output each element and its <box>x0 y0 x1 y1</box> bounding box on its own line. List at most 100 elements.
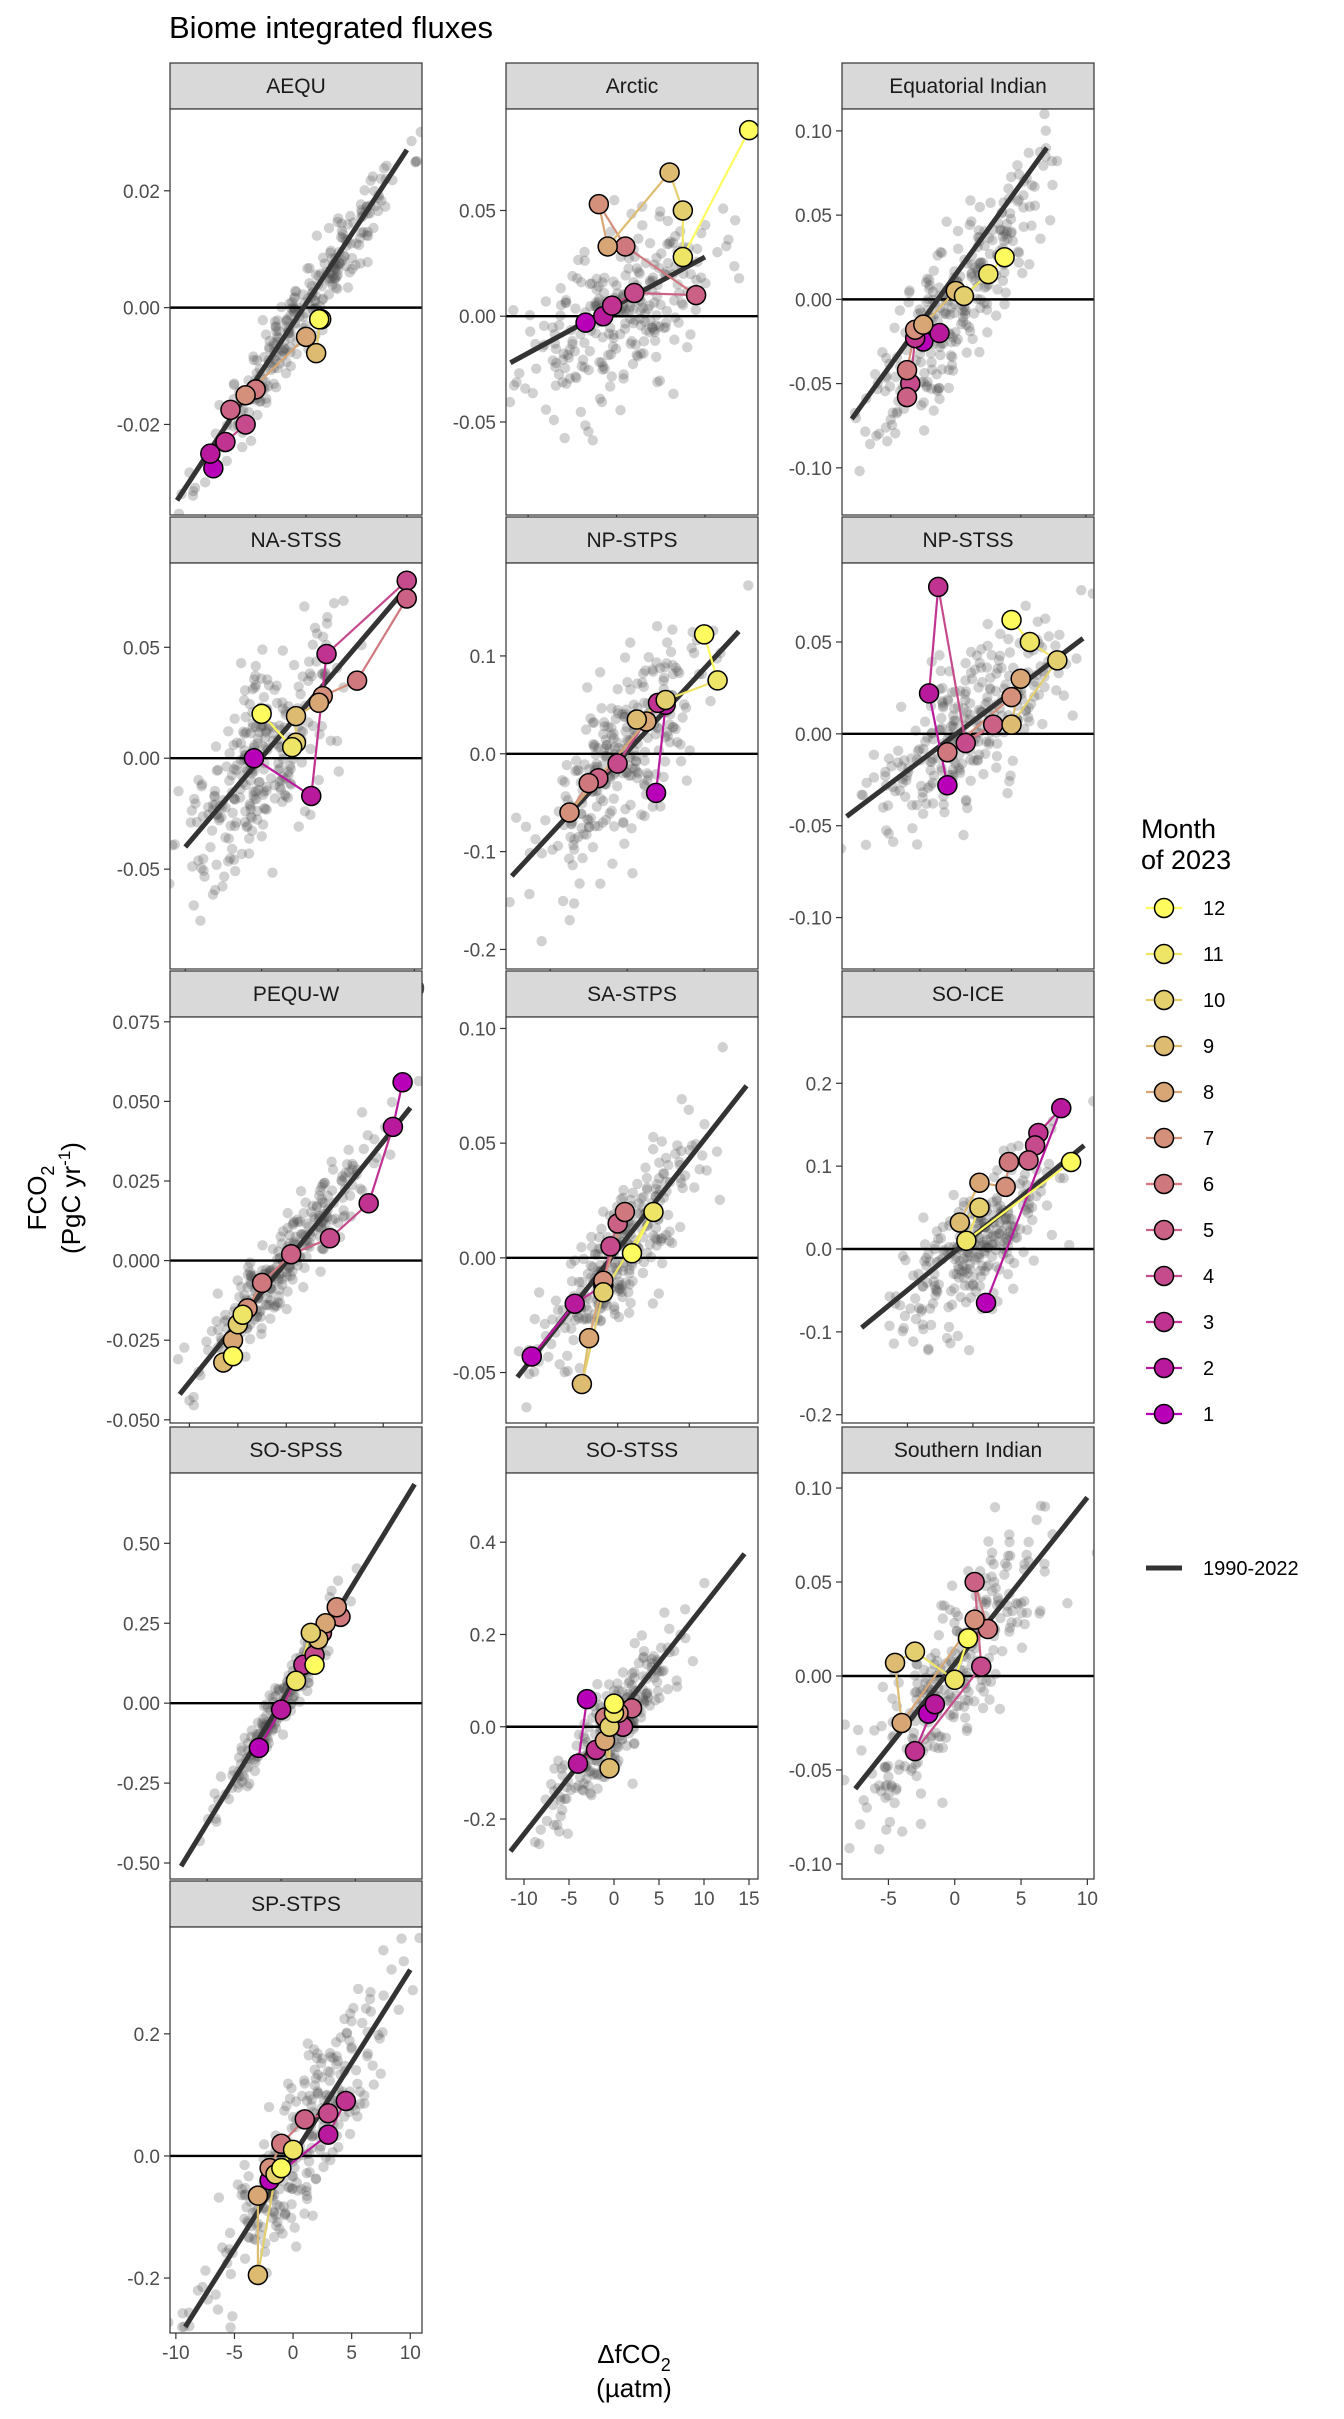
historical-point <box>609 1304 620 1315</box>
historical-point <box>582 1304 593 1315</box>
historical-point <box>631 766 643 777</box>
panel-equatorial-indian: Equatorial Indian-4048-0.10-0.050.000.05… <box>789 62 1095 546</box>
historical-point <box>312 2086 323 2097</box>
month-point-7 <box>995 1176 1016 1198</box>
historical-point <box>346 2043 357 2055</box>
month-point-10 <box>969 1197 990 1218</box>
historical-point <box>318 2161 329 2173</box>
historical-point <box>530 363 542 374</box>
y-tick-label: 0.2 <box>470 1625 496 1646</box>
historical-point <box>213 815 225 826</box>
historical-point <box>983 1228 994 1240</box>
x-tick-label: 5 <box>1016 1889 1027 1910</box>
historical-point <box>252 409 263 421</box>
historical-point <box>620 318 631 329</box>
historical-point <box>555 1795 566 1806</box>
historical-point <box>1003 633 1014 645</box>
historical-point <box>293 681 304 692</box>
historical-point <box>343 1144 354 1156</box>
historical-point <box>957 312 969 323</box>
historical-point <box>667 659 678 671</box>
historical-point <box>593 293 605 305</box>
month-point-8 <box>891 1712 912 1734</box>
month-point-1 <box>576 1688 598 1710</box>
historical-point <box>1004 1529 1015 1540</box>
historical-point <box>1019 1558 1030 1570</box>
historical-point <box>915 357 927 368</box>
historical-point <box>988 1171 1000 1183</box>
historical-point <box>310 2173 322 2185</box>
historical-point <box>582 1268 594 1280</box>
historical-point <box>597 364 608 375</box>
historical-point <box>947 365 959 376</box>
historical-point <box>905 1765 917 1776</box>
historical-point <box>983 738 995 750</box>
historical-point <box>249 682 261 693</box>
historical-point <box>309 2064 320 2075</box>
historical-point <box>345 210 356 222</box>
historical-point <box>637 677 648 688</box>
historical-point <box>307 720 319 732</box>
historical-point <box>1018 190 1029 201</box>
legend-key-point <box>1153 1357 1175 1379</box>
x-tick-label: 0 <box>609 1889 620 1910</box>
historical-point <box>959 309 971 320</box>
historical-point <box>302 263 313 274</box>
plot-content-np-stss <box>842 576 1094 854</box>
historical-point <box>299 2075 310 2086</box>
y-axis-unit-sup: -1 <box>55 1151 74 1166</box>
historical-point <box>1017 267 1028 279</box>
month-point-8 <box>597 236 618 257</box>
historical-point <box>927 798 939 809</box>
x-tick-label: 5 <box>346 2343 357 2364</box>
historical-point <box>886 419 898 431</box>
historical-point <box>661 658 672 669</box>
historical-point <box>625 1297 636 1309</box>
historical-point <box>1054 1172 1066 1184</box>
historical-point <box>359 2090 370 2101</box>
historical-point <box>638 697 650 709</box>
historical-point <box>386 1964 397 1975</box>
historical-point <box>959 1701 970 1712</box>
historical-point <box>994 650 1006 661</box>
historical-point <box>842 843 847 854</box>
historical-point <box>991 1193 1003 1204</box>
historical-point <box>410 156 421 167</box>
historical-point <box>982 327 993 338</box>
historical-point <box>354 2098 366 2110</box>
historical-point <box>506 896 515 908</box>
month-point-11 <box>281 736 303 758</box>
historical-point <box>979 282 990 293</box>
historical-point <box>664 1623 675 1635</box>
historical-point <box>994 1228 1005 1239</box>
historical-point <box>964 1251 975 1262</box>
plot-area-arctic <box>506 109 758 515</box>
historical-point <box>636 1630 648 1641</box>
historical-point <box>686 642 697 654</box>
historical-point <box>917 1319 928 1330</box>
historical-point <box>581 829 592 840</box>
historical-point <box>295 1185 307 1197</box>
month-point-8 <box>247 2185 269 2206</box>
month-point-3 <box>601 295 623 316</box>
historical-point <box>335 232 347 243</box>
historical-point <box>159 498 169 508</box>
historical-point <box>270 321 282 332</box>
historical-point <box>1031 1514 1042 1526</box>
historical-point <box>955 319 967 330</box>
historical-point <box>723 234 734 245</box>
historical-point <box>196 862 207 874</box>
historical-point <box>569 345 580 357</box>
historical-point <box>868 772 880 783</box>
historical-point <box>942 694 953 705</box>
historical-point <box>915 1818 927 1830</box>
historical-point <box>570 303 581 314</box>
y-tick-label: 0.05 <box>795 1573 832 1594</box>
historical-point <box>535 1824 546 1835</box>
historical-point <box>328 598 340 609</box>
historical-point <box>376 195 387 206</box>
historical-point <box>273 1683 284 1695</box>
historical-point <box>972 755 983 766</box>
historical-point <box>638 1256 650 1268</box>
historical-point <box>265 1265 276 1276</box>
